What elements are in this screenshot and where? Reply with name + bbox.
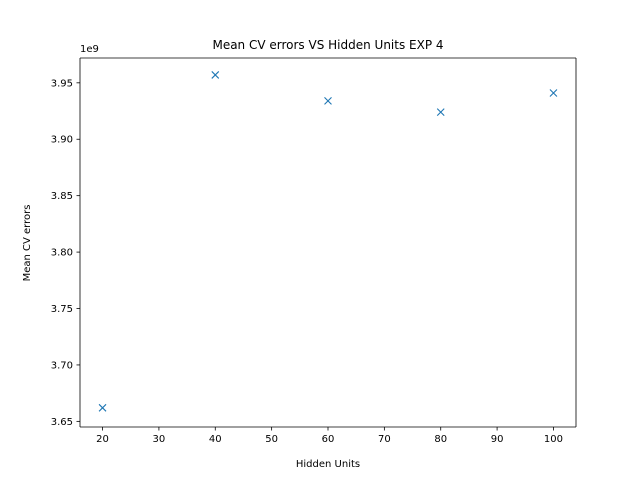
x-tick-label: 100 bbox=[544, 434, 563, 445]
y-axis-label: Mean CV errors bbox=[22, 205, 33, 282]
y-tick-label: 3.75 bbox=[51, 304, 73, 315]
x-tick-label: 90 bbox=[491, 434, 504, 445]
data-point-marker bbox=[98, 403, 107, 412]
y-offset-label: 1e9 bbox=[80, 44, 99, 55]
y-tick-label: 3.65 bbox=[51, 417, 73, 428]
y-tick-label: 3.85 bbox=[51, 191, 73, 202]
x-tick-label: 20 bbox=[96, 434, 109, 445]
data-point-marker bbox=[211, 71, 220, 79]
y-tick-label: 3.90 bbox=[51, 135, 73, 146]
data-point-marker bbox=[549, 89, 558, 97]
x-tick-label: 80 bbox=[434, 434, 447, 445]
x-tick-label: 50 bbox=[265, 434, 278, 445]
y-tick-label: 3.80 bbox=[51, 248, 73, 259]
y-tick-label: 3.70 bbox=[51, 360, 73, 371]
x-axis-label: Hidden Units bbox=[296, 459, 360, 470]
x-tick-label: 40 bbox=[209, 434, 222, 445]
x-tick-label: 60 bbox=[322, 434, 335, 445]
plot-area: 20 30 40 50 60 70 80 90 100 3.65 3.70 3.75 3.80 3.85 3… bbox=[51, 57, 577, 445]
x-tick-label: 70 bbox=[378, 434, 391, 445]
x-tick-label: 30 bbox=[153, 434, 166, 445]
y-tick-label: 3.95 bbox=[51, 78, 73, 89]
data-point-marker bbox=[324, 96, 332, 105]
chart-title: Mean CV errors VS Hidden Units EXP 4 bbox=[212, 38, 443, 52]
data-point-marker bbox=[436, 108, 445, 117]
